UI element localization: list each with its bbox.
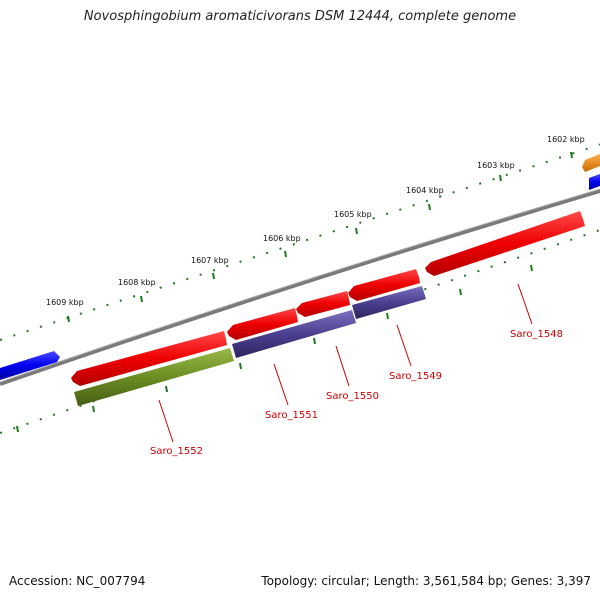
kbp-label-1602: 1602 kbp bbox=[547, 135, 585, 144]
kbp-label-1607: 1607 kbp bbox=[191, 256, 229, 265]
connector-saro-1548 bbox=[517, 283, 533, 325]
tick-1607 bbox=[212, 272, 215, 280]
tick-1606 bbox=[284, 250, 287, 258]
gene-label-saro-1551: Saro_1551 bbox=[265, 410, 318, 421]
tick-1602 bbox=[570, 151, 573, 159]
connector-saro-1552 bbox=[158, 399, 174, 443]
olive-feature bbox=[74, 348, 234, 406]
cds-saro-1552 bbox=[71, 331, 227, 386]
map-title: Novosphingobium aromaticivorans DSM 1244… bbox=[83, 9, 517, 24]
kbp-label-1606: 1606 kbp bbox=[263, 234, 301, 243]
kbp-label-1603: 1603 kbp bbox=[477, 161, 515, 170]
genome-summary-text: Topology: circular; Length: 3,561,584 bp… bbox=[261, 574, 591, 588]
kbp-label-1609: 1609 kbp bbox=[46, 298, 84, 307]
orange-feature-partial bbox=[582, 154, 600, 172]
purple-feature-b bbox=[232, 310, 356, 358]
tick-1604 bbox=[428, 203, 431, 211]
accession-text: Accession: NC_007794 bbox=[9, 574, 146, 588]
kbp-label-1608: 1608 kbp bbox=[118, 278, 156, 287]
connector-saro-1551 bbox=[273, 363, 289, 406]
blue-feature-partial-right bbox=[589, 174, 600, 190]
inner-tick-d bbox=[313, 337, 316, 345]
gene-label-saro-1549: Saro_1549 bbox=[389, 371, 442, 382]
inner-major-ticks bbox=[16, 264, 533, 433]
gene-label-saro-1552: Saro_1552 bbox=[150, 446, 203, 457]
purple-feature-a bbox=[352, 286, 426, 319]
inner-tick-a bbox=[530, 264, 533, 272]
inner-tick-e bbox=[239, 362, 242, 370]
cds-saro-1549 bbox=[348, 269, 420, 301]
cds-saro-1548 bbox=[425, 211, 585, 276]
cds-saro-1550 bbox=[296, 291, 350, 317]
connector-saro-1550 bbox=[335, 345, 350, 387]
kbp-label-1604: 1604 kbp bbox=[406, 186, 444, 195]
genome-backbone-highlight bbox=[0, 188, 600, 383]
tick-1609 bbox=[67, 315, 70, 323]
inner-tick-f bbox=[165, 385, 168, 393]
tick-1608 bbox=[140, 295, 143, 303]
label-connectors bbox=[158, 283, 533, 443]
tick-1605 bbox=[355, 227, 358, 235]
blue-feature-left bbox=[0, 351, 60, 380]
inner-tick-g bbox=[92, 405, 95, 413]
inner-tick-b bbox=[459, 288, 462, 296]
inner-tick-h bbox=[16, 425, 19, 433]
outer-major-ticks bbox=[67, 151, 573, 323]
inner-tick-c bbox=[386, 312, 389, 320]
kbp-label-1605: 1605 kbp bbox=[334, 210, 372, 219]
gene-label-saro-1548: Saro_1548 bbox=[510, 329, 563, 340]
gene-label-saro-1550: Saro_1550 bbox=[326, 391, 379, 402]
tick-1603 bbox=[499, 174, 502, 182]
genome-backbone bbox=[0, 188, 600, 386]
cds-saro-1551 bbox=[227, 308, 298, 340]
connector-saro-1549 bbox=[396, 324, 412, 367]
